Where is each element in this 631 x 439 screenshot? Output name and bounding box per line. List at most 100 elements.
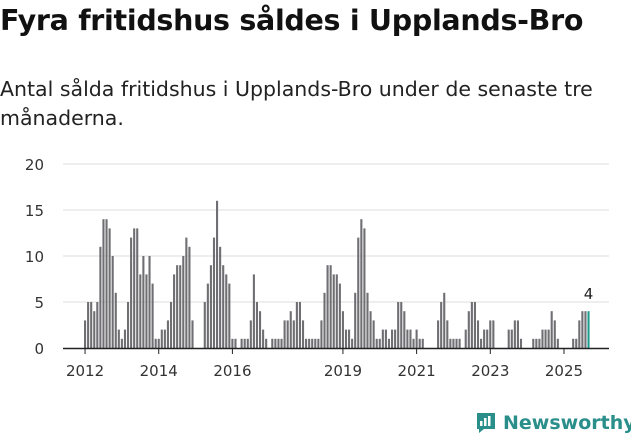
y-tick-label: 5 <box>34 294 44 312</box>
x-tick-label: 2023 <box>471 362 509 380</box>
bar <box>476 320 480 348</box>
bar <box>507 329 510 348</box>
bar <box>412 338 415 348</box>
bar <box>166 320 169 348</box>
x-tick-label: 2021 <box>398 362 436 380</box>
bar <box>544 329 547 348</box>
newsworthy-logo[interactable]: Newsworthy <box>475 408 631 438</box>
chart-title: Fyra fritidshus såldes i Upplands-Bro <box>0 4 584 37</box>
bar <box>163 329 166 348</box>
bar <box>114 292 117 348</box>
bar <box>206 283 209 348</box>
bar <box>575 338 578 348</box>
bar <box>473 302 476 348</box>
bar <box>255 302 259 348</box>
bar <box>225 274 228 348</box>
bar <box>289 311 292 348</box>
bar <box>179 265 182 348</box>
bar <box>400 302 403 348</box>
bar <box>258 311 262 348</box>
bar <box>139 274 142 348</box>
bar <box>212 237 216 348</box>
bar <box>176 265 179 348</box>
bar <box>538 338 541 348</box>
bar <box>191 320 194 348</box>
bar <box>280 338 283 348</box>
bar <box>578 320 581 348</box>
bar <box>243 338 246 348</box>
bar <box>148 256 151 348</box>
bar <box>409 329 412 348</box>
bar <box>234 338 237 348</box>
bar <box>320 320 323 348</box>
bar <box>584 311 587 348</box>
x-tick-label: 2025 <box>545 362 583 380</box>
bar <box>338 283 341 348</box>
bar <box>443 292 446 348</box>
bar <box>391 329 394 348</box>
x-tick-label: 2014 <box>140 362 178 380</box>
bar <box>440 302 443 348</box>
bar <box>314 338 317 348</box>
bar <box>136 228 139 348</box>
bar <box>182 256 185 348</box>
bar <box>541 329 544 348</box>
bar <box>357 237 360 348</box>
bar <box>351 338 354 348</box>
bar <box>311 338 314 348</box>
bar <box>151 283 154 348</box>
bar <box>142 256 145 348</box>
bar <box>228 283 231 348</box>
bar <box>188 246 191 348</box>
bar <box>437 320 440 348</box>
bar <box>354 292 357 348</box>
bar <box>421 338 424 348</box>
bar <box>372 320 375 348</box>
bar <box>130 237 133 348</box>
bar <box>317 338 320 348</box>
bar <box>111 256 114 348</box>
bar <box>209 265 212 348</box>
bar <box>169 302 173 348</box>
bar <box>298 302 301 348</box>
bar <box>117 329 120 348</box>
bar <box>329 265 332 348</box>
bar <box>535 338 538 348</box>
bar <box>553 320 556 348</box>
bar <box>510 329 513 348</box>
y-tick-label: 10 <box>25 248 44 266</box>
bar <box>486 329 489 348</box>
bar <box>513 320 516 348</box>
bar <box>418 338 421 348</box>
bar <box>145 274 148 348</box>
bar <box>185 237 188 348</box>
bar <box>381 329 384 348</box>
bar <box>90 302 93 348</box>
bar <box>283 320 286 348</box>
bar <box>123 329 127 348</box>
bar <box>387 338 391 348</box>
bar <box>249 320 252 348</box>
bar <box>99 246 102 348</box>
bar <box>277 338 280 348</box>
y-tick-label: 0 <box>34 340 44 358</box>
bar-highlight <box>587 311 590 348</box>
bar <box>246 338 249 348</box>
bar <box>216 200 219 348</box>
bar <box>295 302 298 348</box>
bar <box>108 228 111 348</box>
bar <box>455 338 458 348</box>
bar <box>265 338 268 348</box>
bar <box>271 338 274 348</box>
bar <box>344 329 348 348</box>
x-tick-label: 2016 <box>213 362 251 380</box>
bar <box>572 338 575 348</box>
bar <box>556 338 559 348</box>
bar <box>360 219 363 348</box>
bar <box>335 274 338 348</box>
bar <box>483 329 486 348</box>
bar <box>446 320 449 348</box>
bar <box>403 311 406 348</box>
bar <box>154 338 157 348</box>
bar <box>492 320 495 348</box>
